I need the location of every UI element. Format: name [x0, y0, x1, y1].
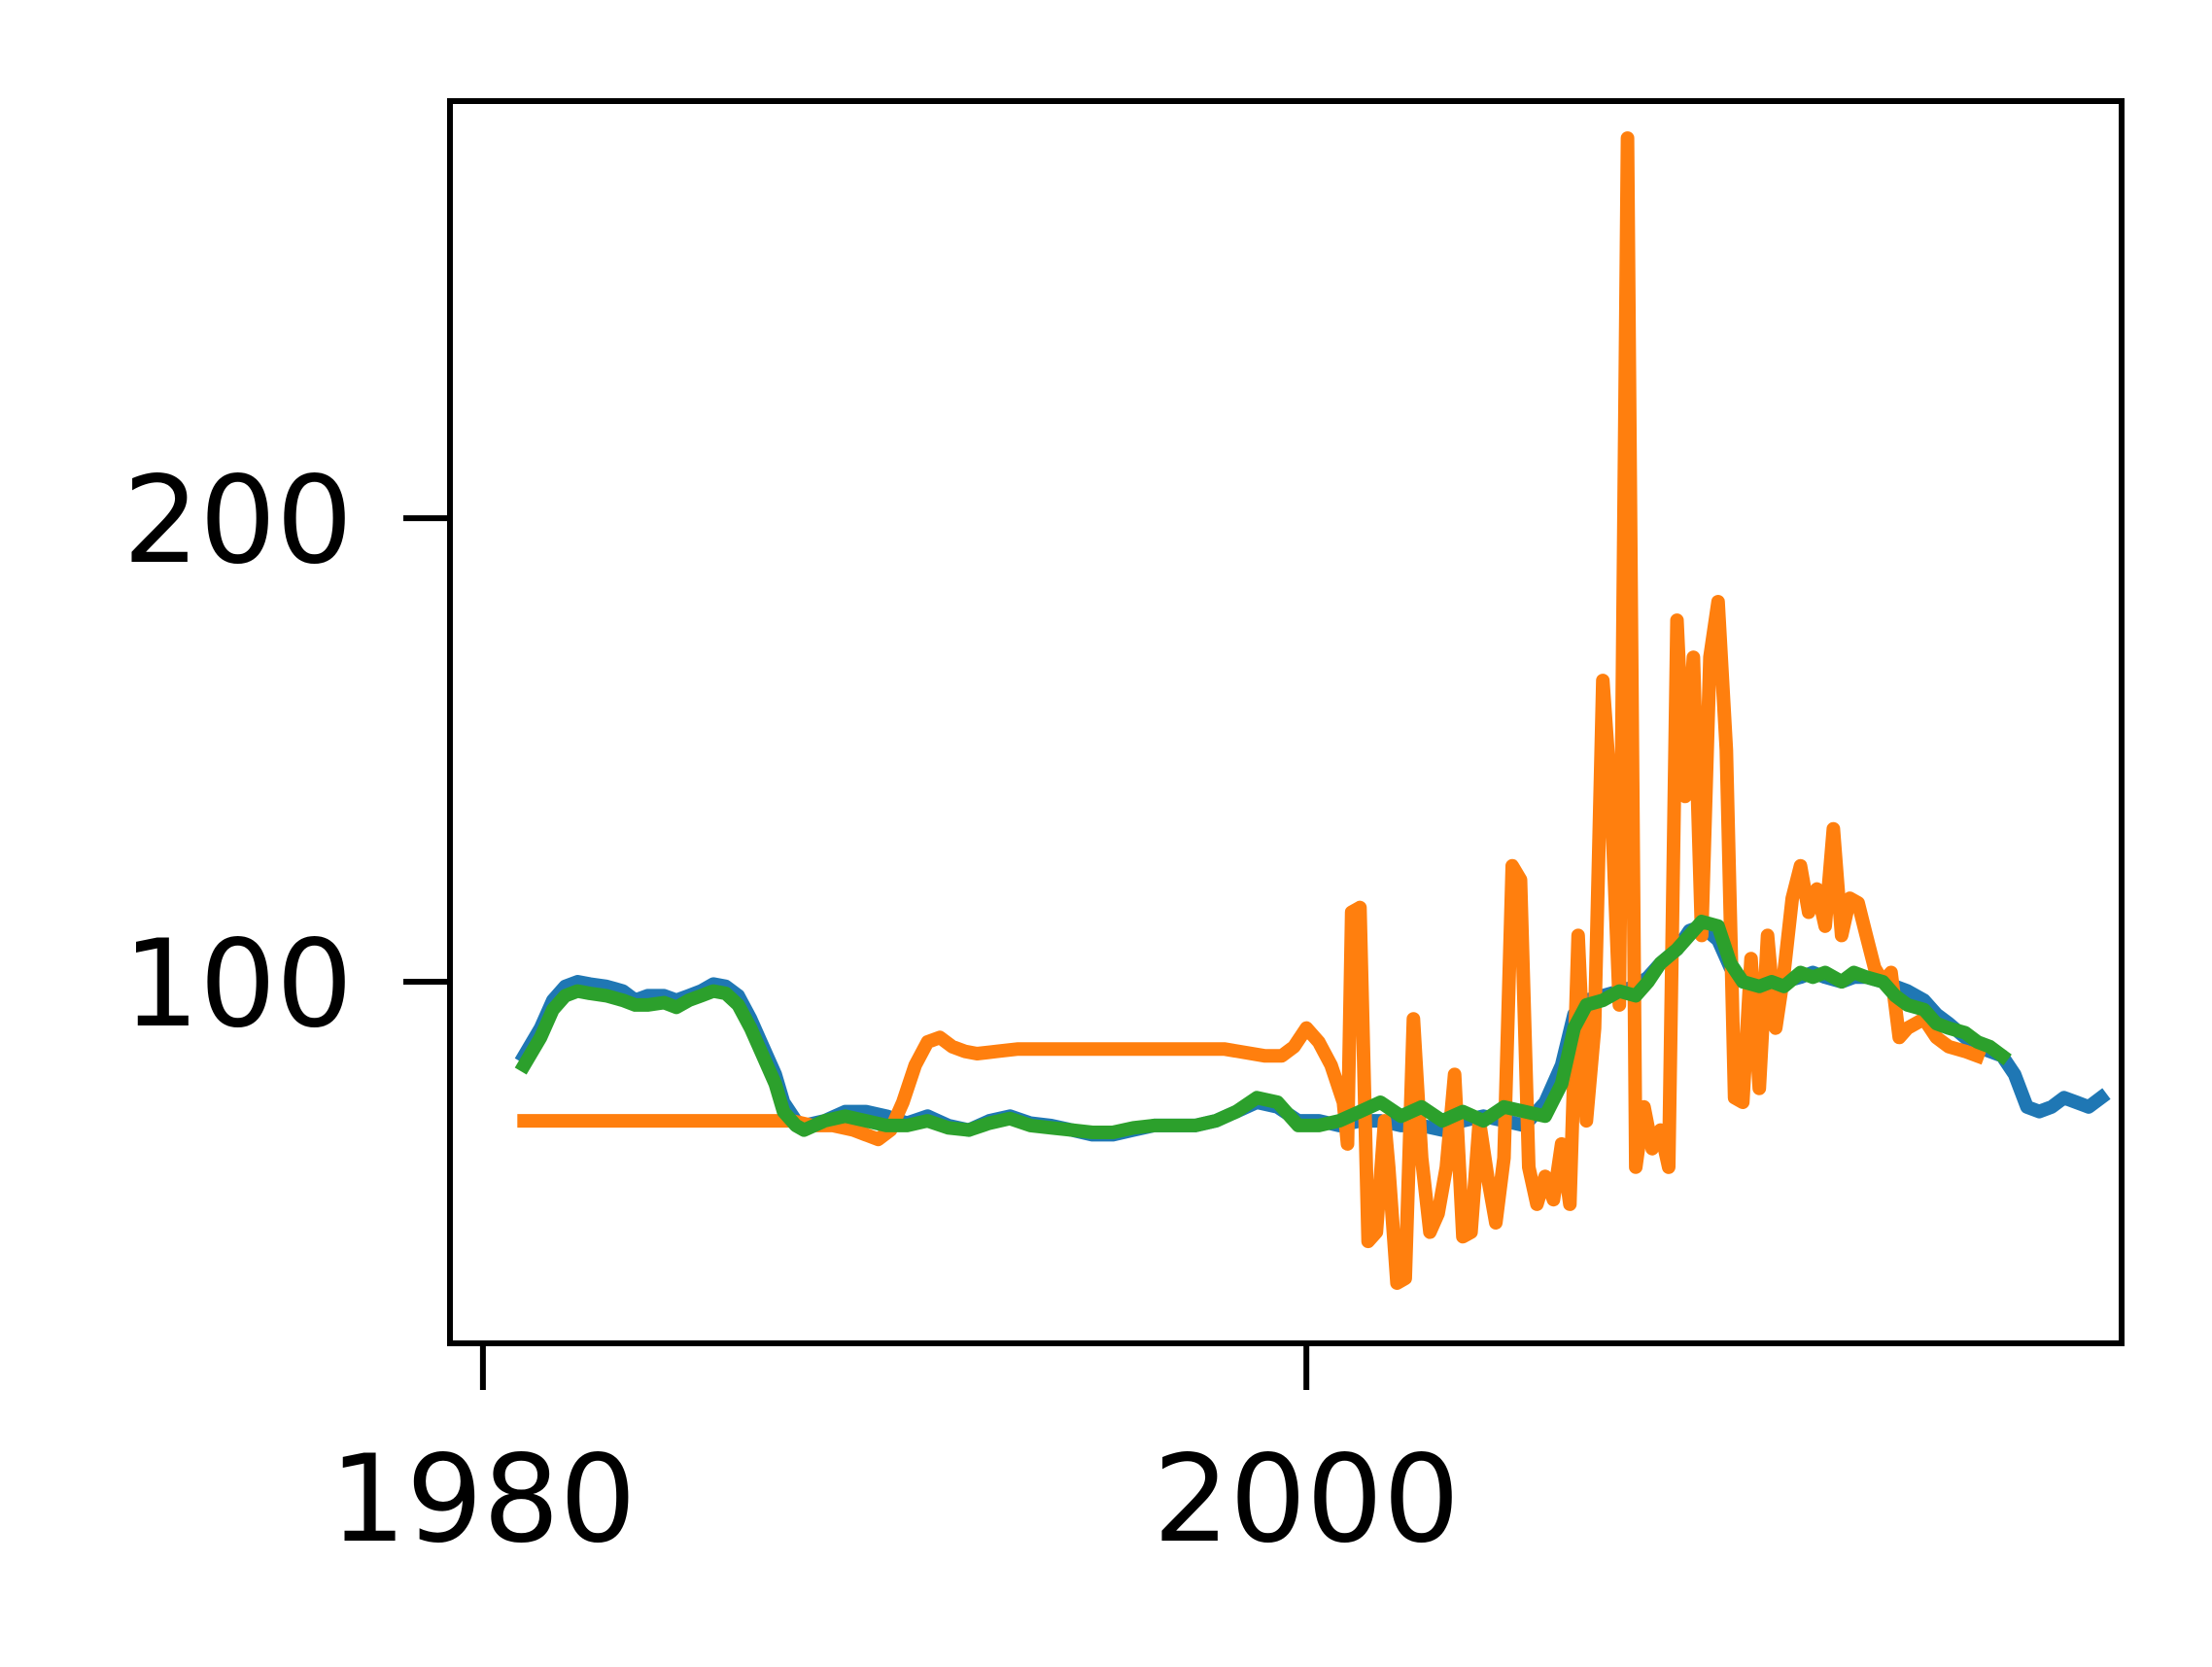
series-line-2	[517, 131, 1987, 1290]
series-line-3	[514, 915, 2012, 1139]
series-layer	[514, 131, 2111, 1290]
x-tick-label-2: 2000	[1153, 1430, 1460, 1570]
y-tick-label-1: 100	[122, 915, 353, 1055]
y-tick-label-2: 200	[122, 451, 353, 591]
axis-layer: 1980 2000 100 200	[122, 451, 1460, 1570]
plot-frame	[447, 98, 2125, 1346]
x-tick-label-1: 1980	[329, 1430, 637, 1570]
